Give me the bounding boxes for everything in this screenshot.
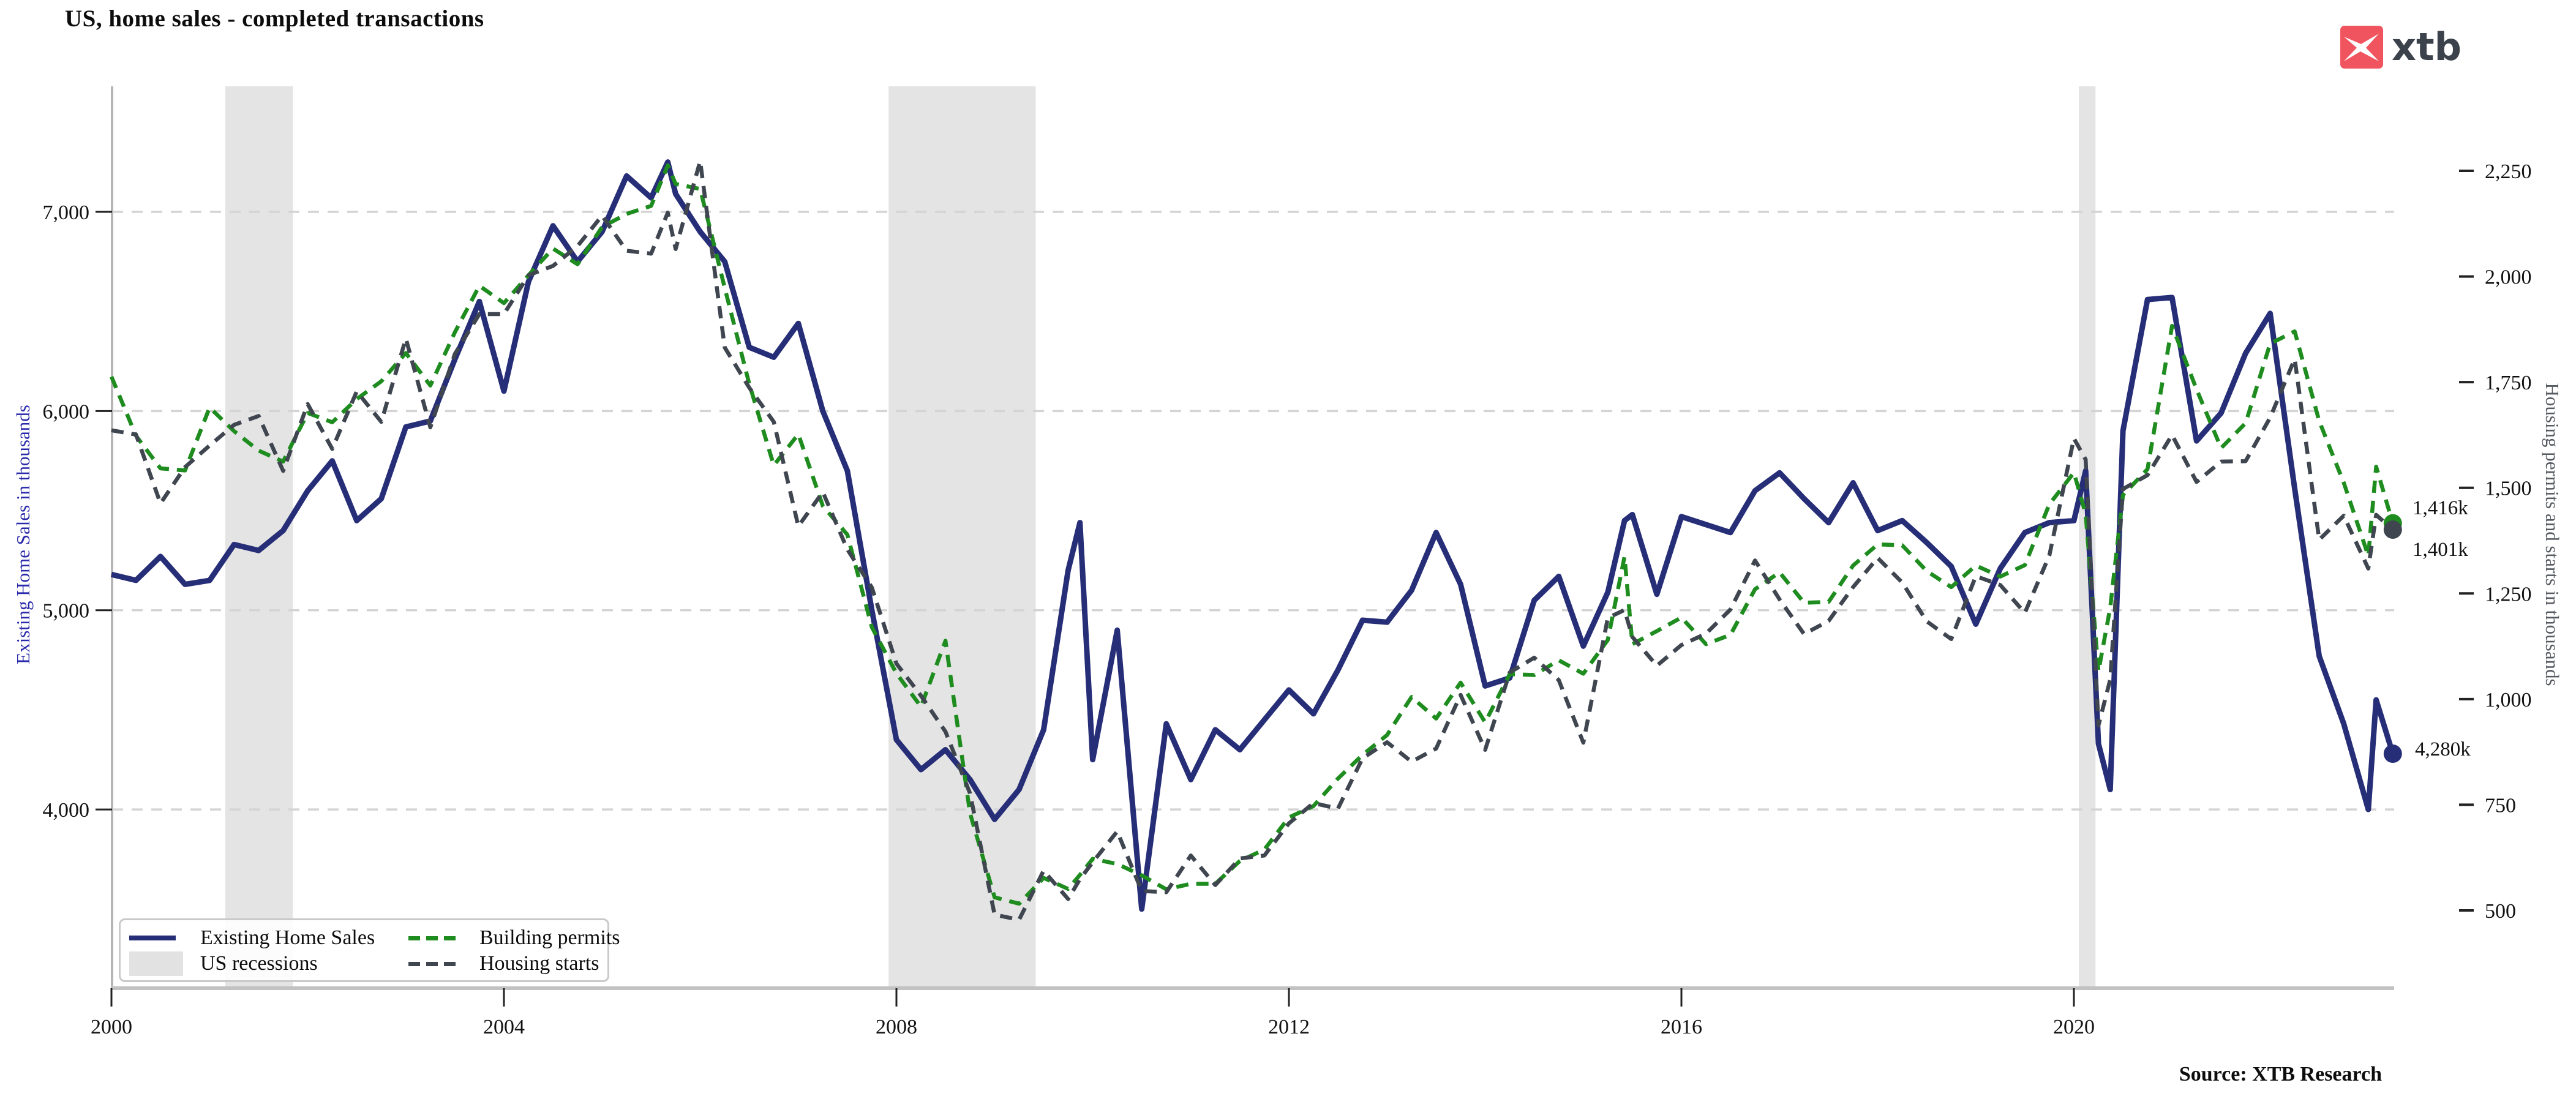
annotation-housing-starts-last: 1,401k: [2413, 539, 2468, 561]
green-dash-swatch-icon: [408, 936, 465, 940]
source-note: Source: XTB Research: [2179, 1063, 2382, 1086]
y-right-tick-label: 500: [2485, 900, 2516, 923]
y-left-tick-label: 7,000: [43, 201, 90, 224]
recession-patch-swatch-icon: [129, 951, 186, 976]
xtb-logo: xtb: [2340, 26, 2461, 69]
recession-band: [888, 86, 1036, 988]
legend-item-existing-home-sales: Existing Home Sales: [129, 925, 408, 951]
legend-item-housing-starts: Housing starts: [408, 951, 620, 977]
navy-line-swatch-icon: [129, 936, 186, 940]
y-left-tick-label: 5,000: [43, 600, 90, 623]
x-tick-label: 2008: [876, 1016, 917, 1038]
y-left-tick-label: 4,000: [43, 799, 90, 822]
x-tick-label: 2012: [1268, 1016, 1310, 1038]
y-right-tick-label: 2,000: [2485, 266, 2532, 289]
legend-item-us-recessions: US recessions: [129, 951, 408, 977]
annotation-existing-home-sales-last: 4,280k: [2415, 738, 2471, 760]
y-right-tick-label: 1,500: [2485, 478, 2532, 500]
end-dot-existing-home-sales: [2383, 744, 2402, 763]
xtb-logo-text: xtb: [2392, 24, 2462, 69]
legend-item-building-permits: Building permits: [408, 925, 620, 951]
x-tick-label: 2016: [1661, 1016, 1702, 1038]
legend-label: Building permits: [479, 926, 620, 949]
xtb-logo-icon: [2340, 26, 2383, 69]
y-right-tick-label: 750: [2485, 794, 2516, 817]
y-left-tick-label: 6,000: [43, 400, 90, 423]
gray-dash-swatch-icon: [408, 961, 465, 966]
x-tick-label: 2004: [483, 1016, 525, 1038]
legend-label: Housing starts: [479, 952, 599, 975]
series-building-permits: [109, 163, 2395, 906]
series-existing-home-sales: [110, 159, 2396, 912]
bird-x-icon: [2344, 34, 2379, 61]
y-right-tick-label: 1,000: [2485, 689, 2532, 711]
y-right-tick-label: 1,750: [2485, 372, 2532, 394]
legend-label: Existing Home Sales: [200, 926, 375, 949]
series-housing-starts: [111, 159, 2394, 922]
legend: Existing Home Sales Building permits US …: [119, 918, 620, 982]
y-right-tick-label: 1,250: [2485, 583, 2532, 606]
annotation-building-permits-last: 1,416k: [2413, 497, 2468, 519]
y-right-tick-label: 2,250: [2485, 160, 2532, 183]
end-dot-housing-starts: [2383, 520, 2402, 539]
legend-label: US recessions: [200, 952, 318, 975]
recession-band: [225, 86, 293, 988]
y-axis-right-title: Housing permits and starts in thousands: [2542, 383, 2563, 686]
x-tick-label: 2020: [2053, 1016, 2095, 1038]
chart-title: US, home sales - completed transactions: [65, 6, 484, 32]
x-tick-label: 2000: [91, 1016, 132, 1038]
y-axis-left-title: Existing Home Sales in thousands: [12, 405, 34, 664]
